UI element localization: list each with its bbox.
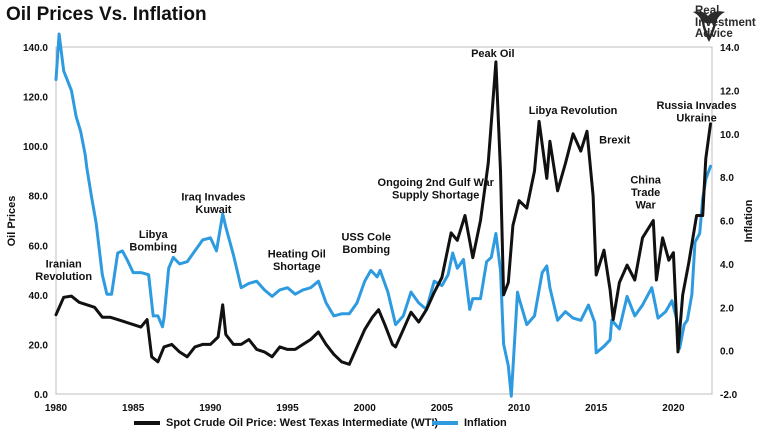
annotation: China Trade War: [630, 174, 661, 211]
annotation: Brexit: [599, 135, 631, 147]
right-tick-label: 6.0: [720, 217, 734, 228]
plot-border: [55, 46, 713, 395]
right-tick-label: 14.0: [720, 43, 740, 54]
plot-frame: [55, 46, 713, 395]
series-line-inflation: [54, 32, 712, 398]
right-tick-label: 8.0: [720, 173, 734, 184]
right-tick-label: -2.0: [720, 390, 738, 401]
x-tick-label: 1995: [276, 403, 299, 414]
annotation: USS Cole Bombing: [341, 231, 391, 256]
logo-line-2: Investment: [695, 16, 756, 29]
x-tick-label: 2000: [354, 403, 377, 414]
series-line-wti: [54, 60, 712, 366]
logo-line-3: Advice: [695, 28, 733, 40]
right-tick-label: 0.0: [720, 347, 734, 358]
annotation: Peak Oil: [471, 48, 514, 60]
annotation: Ongoing 2nd Gulf War Supply Shortage: [378, 177, 495, 202]
chart: 1980 1985 1990 1995 2000 2005 2010 2015 2020 0.0…: [6, 32, 755, 414]
x-tick-label: 1990: [199, 403, 222, 414]
annotation: Iraq Invades Kuwait: [181, 192, 245, 217]
series-lines: [54, 32, 712, 398]
right-tick-label: 4.0: [720, 260, 734, 271]
left-tick-label: 100.0: [23, 142, 48, 153]
left-tick-label: 120.0: [23, 93, 48, 104]
left-axis-ticks: 0.0 20.0 40.0 60.0 80.0 100.0 120.0 140.0: [23, 43, 48, 401]
legend-item-wti: Spot Crude Oil Price: West Texas Interme…: [134, 417, 438, 429]
left-tick-label: 20.0: [29, 340, 49, 351]
left-tick-label: 0.0: [34, 390, 48, 401]
logo-text: Real Investment Advice: [695, 5, 756, 41]
annotation: Russia Invades Ukraine: [657, 100, 737, 125]
right-tick-label: 10.0: [720, 130, 740, 141]
legend-item-inflation: Inflation: [432, 417, 507, 429]
bull-head-icon: [693, 11, 725, 43]
annotation: Libya Bombing: [129, 229, 177, 254]
right-tick-label: 12.0: [720, 86, 740, 97]
right-tick-label: 2.0: [720, 303, 734, 314]
left-tick-label: 140.0: [23, 43, 48, 54]
x-tick-label: 2015: [585, 403, 608, 414]
x-tick-label: 1985: [122, 403, 145, 414]
legend-label-wti: Spot Crude Oil Price: West Texas Interme…: [166, 417, 439, 429]
annotation: Heating Oil Shortage: [268, 249, 326, 274]
left-tick-label: 40.0: [29, 291, 49, 302]
logo-line-1: Real: [695, 5, 720, 17]
x-axis-ticks: 1980 1985 1990 1995 2000 2005 2010 2015 2020: [45, 403, 685, 414]
x-tick-label: 2010: [508, 403, 531, 414]
left-tick-label: 80.0: [29, 192, 49, 203]
right-axis-label: Inflation: [743, 199, 755, 242]
legend-swatch-inflation: [432, 421, 458, 425]
right-axis-ticks: -2.0 0.0 2.0 4.0 6.0 8.0 10.0 12.0 14.0: [720, 43, 740, 401]
annotation: Libya Revolution: [529, 105, 618, 117]
annotation: Iranian Revolution: [35, 259, 92, 284]
legend-label-inflation: Inflation: [464, 417, 507, 429]
chart-title: Oil Prices Vs. Inflation: [6, 4, 207, 25]
x-tick-label: 2005: [431, 403, 454, 414]
left-tick-label: 60.0: [29, 241, 49, 252]
x-tick-label: 1980: [45, 403, 68, 414]
legend-swatch-wti: [134, 421, 160, 425]
left-axis-label: Oil Prices: [6, 196, 18, 247]
x-tick-label: 2020: [662, 403, 685, 414]
